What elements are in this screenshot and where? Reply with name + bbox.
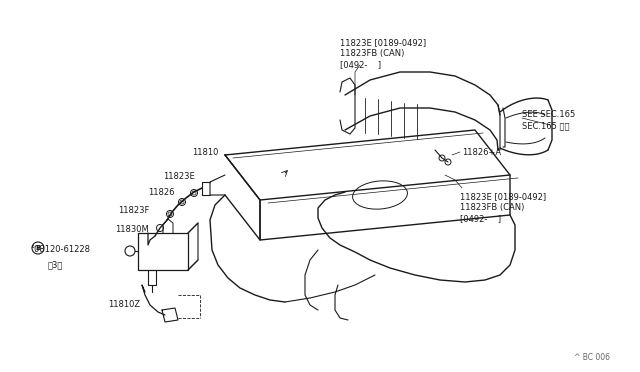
Text: 11826+A: 11826+A — [462, 148, 501, 157]
Circle shape — [180, 200, 184, 204]
Circle shape — [192, 191, 196, 195]
Text: 11810Z: 11810Z — [108, 300, 140, 309]
Circle shape — [168, 212, 172, 216]
Bar — [138, 233, 188, 270]
Text: 11823F: 11823F — [118, 206, 149, 215]
Text: （3）: （3） — [48, 260, 63, 269]
Text: °08120-61228: °08120-61228 — [30, 245, 90, 254]
Text: 11823E [0189-0492]
11823FB (CAN)
[0492-    ]: 11823E [0189-0492] 11823FB (CAN) [0492- … — [460, 192, 546, 223]
Text: 11823E [0189-0492]
11823FB (CAN)
[0492-    ]: 11823E [0189-0492] 11823FB (CAN) [0492- … — [340, 38, 426, 69]
Text: SEE SEC.165
SEC.165 参照: SEE SEC.165 SEC.165 参照 — [522, 110, 575, 130]
Text: 11830M: 11830M — [115, 225, 148, 234]
Text: 11826: 11826 — [148, 188, 175, 197]
Text: B: B — [35, 245, 40, 251]
Text: 11810: 11810 — [192, 148, 218, 157]
Text: ^ BC 006: ^ BC 006 — [574, 353, 610, 362]
Text: 11823E: 11823E — [163, 172, 195, 181]
